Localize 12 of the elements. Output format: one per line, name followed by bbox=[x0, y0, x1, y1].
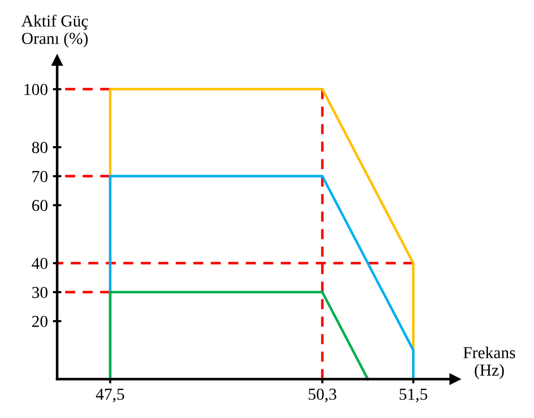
y-tick-label: 20 bbox=[32, 316, 48, 328]
x-tick-label: 47,5 bbox=[96, 388, 124, 402]
y-tick-label: 60 bbox=[32, 200, 48, 212]
x-tick-label: 50,3 bbox=[308, 388, 336, 402]
y-tick-label: 30 bbox=[32, 286, 48, 298]
y-tick-label: 70 bbox=[32, 170, 48, 182]
x-tick-label: 51,5 bbox=[400, 388, 428, 402]
y-tick-label: 40 bbox=[32, 258, 48, 270]
x-axis-title: Frekans (Hz) bbox=[463, 346, 516, 380]
y-axis-title: Aktif Güç Oranı (%) bbox=[21, 14, 88, 48]
y-tick-label: 100 bbox=[24, 84, 48, 96]
y-tick-label: 80 bbox=[32, 142, 48, 154]
